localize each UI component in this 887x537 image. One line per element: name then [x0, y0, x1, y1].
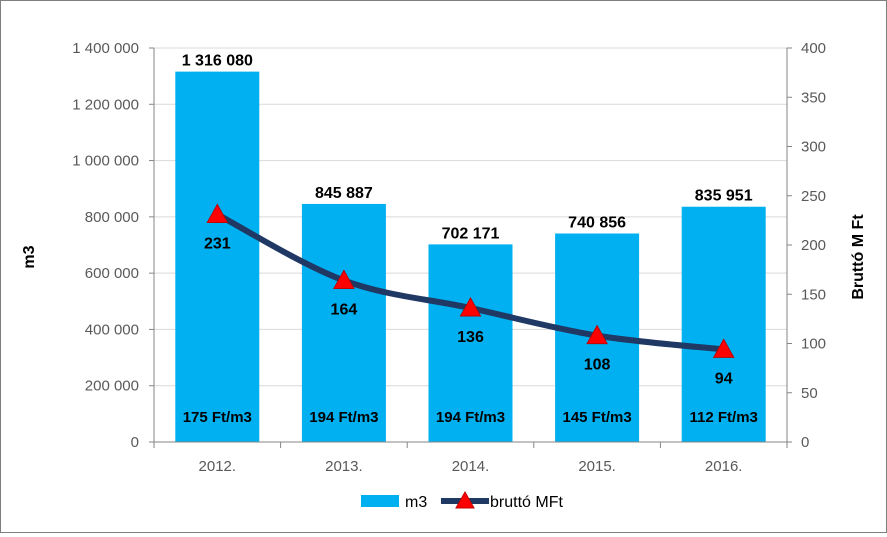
- line-value-label: 108: [584, 357, 611, 374]
- y-tick-label: 1 400 000: [72, 40, 139, 57]
- y-tick-label: 200 000: [85, 378, 139, 395]
- y-tick-label: 600 000: [85, 265, 139, 282]
- bar-value-label: 1 316 080: [182, 53, 253, 70]
- line-value-label: 136: [457, 329, 484, 346]
- legend-label-bar: m3: [405, 494, 427, 511]
- y-tick-label: 400 000: [85, 321, 139, 338]
- bar-value-label: 845 887: [315, 185, 373, 202]
- bar: [682, 207, 766, 442]
- y-tick-label: 0: [131, 434, 139, 451]
- bar-unit-price-label: 112 Ft/m3: [690, 409, 758, 426]
- y2-tick-label: 250: [801, 188, 826, 205]
- legend-swatch-bar: [361, 495, 399, 507]
- y2-tick-label: 100: [801, 336, 826, 353]
- y2-tick-label: 150: [801, 286, 826, 303]
- x-tick-label: 2013.: [325, 458, 363, 475]
- line-value-label: 231: [204, 235, 231, 252]
- y2-tick-label: 50: [801, 385, 818, 402]
- legend-label-line: bruttó MFt: [490, 494, 563, 511]
- bar-unit-price-label: 175 Ft/m3: [183, 409, 252, 426]
- bar-unit-price-label: 145 Ft/m3: [562, 409, 631, 426]
- y2-tick-label: 350: [801, 89, 826, 106]
- x-tick-label: 2016.: [705, 458, 743, 475]
- y2-tick-label: 400: [801, 40, 826, 57]
- x-tick-label: 2015.: [578, 458, 616, 475]
- y2-tick-label: 200: [801, 237, 826, 254]
- line-value-label: 164: [331, 301, 358, 318]
- bar-value-label: 740 856: [568, 215, 626, 232]
- x-tick-label: 2014.: [452, 458, 490, 475]
- bar: [175, 72, 259, 442]
- y-tick-label: 1 000 000: [72, 153, 139, 170]
- legend: m3 bruttó MFt: [361, 492, 563, 511]
- y2-tick-label: 0: [801, 434, 809, 451]
- y2-axis-title: Bruttó M Ft: [850, 214, 867, 300]
- y-axis-title: m3: [21, 245, 38, 268]
- bar-value-label: 835 951: [695, 188, 753, 205]
- bar-series: [175, 72, 765, 442]
- bar-unit-price-label: 194 Ft/m3: [436, 409, 505, 426]
- x-tick-label: 2012.: [199, 458, 237, 475]
- y2-tick-label: 300: [801, 139, 826, 156]
- y-tick-label: 800 000: [85, 209, 139, 226]
- bar-value-label: 702 171: [442, 225, 500, 242]
- y-tick-label: 1 200 000: [72, 96, 139, 113]
- line-value-label: 94: [715, 370, 733, 387]
- bar: [302, 204, 386, 442]
- bar-unit-price-label: 194 Ft/m3: [309, 409, 378, 426]
